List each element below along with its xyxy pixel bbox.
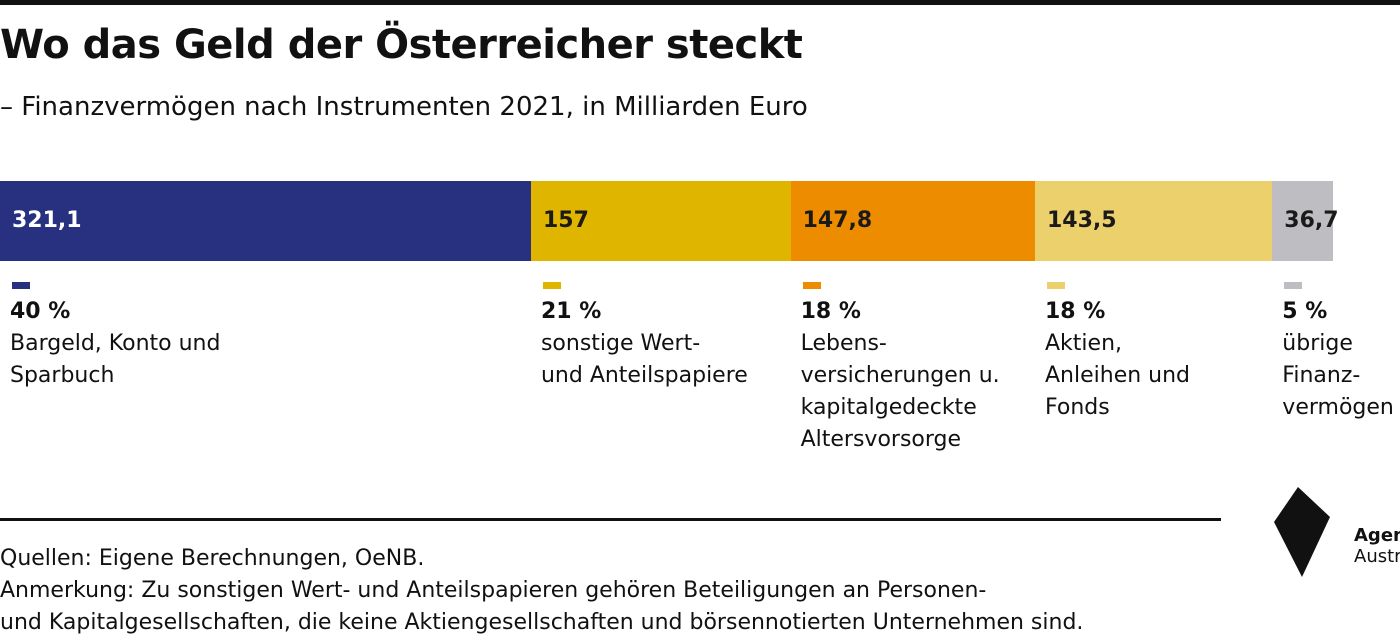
logo-text: Agenda Austria <box>1354 525 1400 567</box>
top-rule <box>0 0 1400 5</box>
category-label: Bargeld, Konto und Sparbuch <box>10 331 221 388</box>
logo-mark-icon <box>1274 487 1330 577</box>
logo-line-1: Agenda <box>1354 525 1400 546</box>
bar-segment-aktien: 143,5 <box>1035 181 1273 261</box>
bar-value-label: 147,8 <box>802 208 873 233</box>
logo-line-2: Austria <box>1354 546 1400 567</box>
category-wertpapiere: 21 % sonstige Wert- und Anteilspapiere <box>541 282 791 392</box>
chart-subtitle: – Finanzvermögen nach Instrumenten 2021,… <box>0 92 808 122</box>
category-share: 21 % <box>540 299 602 324</box>
legend-swatch <box>802 282 821 289</box>
category-share: 40 % <box>10 299 71 324</box>
legend-swatch <box>1284 282 1303 289</box>
stacked-bar: 321,1 157 147,8 143,5 36,7 <box>0 181 1339 261</box>
chart-title: Wo das Geld der Österreicher steckt <box>0 22 803 68</box>
category-label: Aktien, Anleihen und Fonds <box>1045 331 1191 420</box>
bar-segment-wertpapiere: 157 <box>530 181 791 261</box>
category-label: sonstige Wert- und Anteilspapiere <box>540 331 748 388</box>
category-share: 18 % <box>800 299 861 324</box>
category-share: 5 % <box>1282 299 1328 324</box>
bar-value-label: 143,5 <box>1047 208 1117 233</box>
bar-value-label: 157 <box>542 208 589 233</box>
category-bargeld: 40 % Bargeld, Konto und Sparbuch <box>10 282 260 392</box>
footnote: Anmerkung: Zu sonstigen Wert- und Anteil… <box>0 575 1083 639</box>
bottom-rule <box>0 518 1221 521</box>
footnote-line-2: und Kapitalgesellschaften, die keine Akt… <box>0 610 1084 635</box>
footnote-line-1: Anmerkung: Zu sonstigen Wert- und Anteil… <box>0 578 987 603</box>
legend-swatch <box>1047 282 1065 289</box>
bar-segment-lebensversicherung: 147,8 <box>790 181 1035 261</box>
source-note: Quellen: Eigene Berechnungen, OeNB. <box>0 546 425 571</box>
bar-segment-bargeld: 321,1 <box>0 181 531 261</box>
category-label: Lebens- versicherungen u. kapitalgedeckt… <box>800 331 1000 452</box>
category-aktien: 18 % Aktien, Anleihen und Fonds <box>1045 282 1295 424</box>
category-share: 18 % <box>1045 299 1106 324</box>
category-uebrige: 5 % übrige Finanz- vermögen <box>1282 282 1400 424</box>
category-lebensversicherung: 18 % Lebens- versicherungen u. kapitalged… <box>801 282 1051 456</box>
bar-value-label: 36,7 <box>1284 208 1339 233</box>
bar-value-label: 321,1 <box>12 208 82 233</box>
bar-segment-uebrige: 36,7 <box>1272 181 1339 261</box>
legend-swatch <box>12 282 30 289</box>
agenda-austria-logo: Agenda Austria <box>1272 487 1400 587</box>
category-label: übrige Finanz- vermögen <box>1282 331 1394 420</box>
legend-swatch <box>542 282 561 289</box>
